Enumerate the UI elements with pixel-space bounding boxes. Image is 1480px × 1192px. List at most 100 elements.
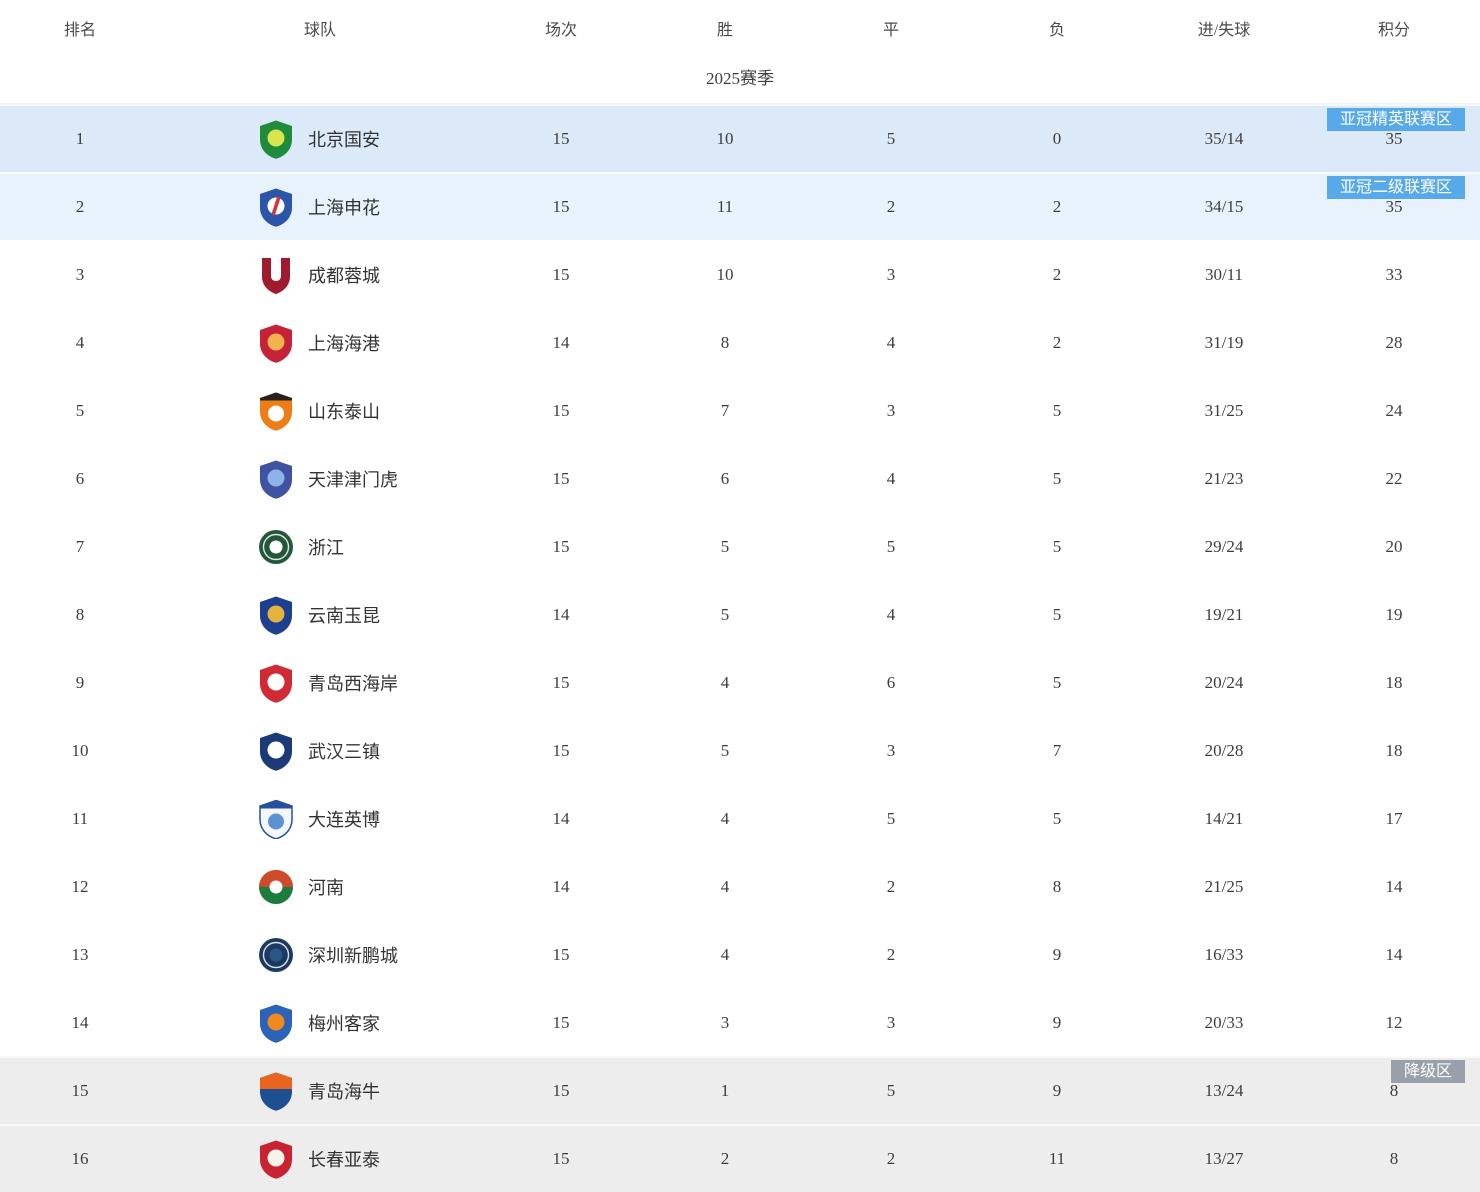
table-row: 9 青岛西海岸 15 4 6 5 20/24 18 xyxy=(0,648,1480,716)
team-name[interactable]: 河南 xyxy=(308,878,344,898)
goals-cell: 31/19 xyxy=(1204,333,1244,352)
points-cell: 8 xyxy=(1389,1081,1399,1100)
team-name[interactable]: 成都蓉城 xyxy=(308,266,380,286)
team-crest-qingdao-west-coast xyxy=(258,663,294,703)
draws-cell: 2 xyxy=(886,877,896,896)
team-cell: 上海海港 xyxy=(160,323,480,363)
wins-cell: 7 xyxy=(720,401,730,420)
goals-cell: 13/24 xyxy=(1204,1081,1244,1100)
table-row: 10 武汉三镇 15 5 3 7 20/28 18 xyxy=(0,716,1480,784)
team-name[interactable]: 上海申花 xyxy=(308,198,380,218)
matches-cell: 14 xyxy=(552,333,570,352)
goals-cell: 35/14 xyxy=(1204,129,1244,148)
goals-cell: 20/28 xyxy=(1204,741,1244,760)
losses-cell: 8 xyxy=(1052,877,1062,896)
wins-cell: 3 xyxy=(720,1013,730,1032)
matches-cell: 15 xyxy=(552,129,570,148)
table-row: 6 天津津门虎 15 6 4 5 21/23 22 xyxy=(0,444,1480,512)
team-crest-henan xyxy=(258,867,294,907)
team-name[interactable]: 山东泰山 xyxy=(308,402,380,422)
zone-badge: 亚冠精英联赛区 xyxy=(1326,108,1465,131)
matches-cell: 15 xyxy=(552,673,570,692)
team-crest-beijing-guoan xyxy=(258,119,294,159)
team-name[interactable]: 北京国安 xyxy=(308,130,380,150)
draws-cell: 5 xyxy=(886,1081,896,1100)
draws-cell: 3 xyxy=(886,265,896,284)
draws-cell: 2 xyxy=(886,945,896,964)
team-name[interactable]: 青岛海牛 xyxy=(308,1082,380,1102)
losses-cell: 9 xyxy=(1052,945,1062,964)
points-cell: 20 xyxy=(1385,537,1403,556)
team-name[interactable]: 浙江 xyxy=(308,538,344,558)
losses-cell: 2 xyxy=(1052,265,1062,284)
team-crest-dalian-yingbo xyxy=(258,799,294,839)
points-cell: 28 xyxy=(1385,333,1403,352)
matches-cell: 15 xyxy=(552,1149,570,1168)
matches-cell: 15 xyxy=(552,1013,570,1032)
table-row: 1 北京国安 15 10 5 0 35/14 35 亚冠精英联赛区 xyxy=(0,104,1480,172)
points-cell: 14 xyxy=(1385,877,1403,896)
table-row: 4 上海海港 14 8 4 2 31/19 28 xyxy=(0,308,1480,376)
wins-cell: 11 xyxy=(716,197,734,216)
column-header-goals: 进/失球 xyxy=(1197,21,1251,39)
draws-cell: 2 xyxy=(886,1149,896,1168)
team-name[interactable]: 梅州客家 xyxy=(308,1014,380,1034)
team-cell: 成都蓉城 xyxy=(160,255,480,295)
losses-cell: 5 xyxy=(1052,401,1062,420)
team-crest-chengdu-rongcheng xyxy=(258,255,294,295)
losses-cell: 5 xyxy=(1052,809,1062,828)
draws-cell: 2 xyxy=(886,197,896,216)
losses-cell: 7 xyxy=(1052,741,1062,760)
goals-cell: 31/25 xyxy=(1204,401,1244,420)
rank-cell: 11 xyxy=(71,809,89,828)
wins-cell: 4 xyxy=(720,673,730,692)
column-header-points: 积分 xyxy=(1377,21,1410,39)
losses-cell: 9 xyxy=(1052,1081,1062,1100)
team-name[interactable]: 天津津门虎 xyxy=(308,470,398,490)
rank-cell: 9 xyxy=(75,673,85,692)
table-row: 5 山东泰山 15 7 3 5 31/25 24 xyxy=(0,376,1480,444)
points-cell: 17 xyxy=(1385,809,1403,828)
draws-cell: 3 xyxy=(886,1013,896,1032)
matches-cell: 15 xyxy=(552,1081,570,1100)
team-name[interactable]: 武汉三镇 xyxy=(308,742,380,762)
team-cell: 北京国安 xyxy=(160,119,480,159)
losses-cell: 5 xyxy=(1052,537,1062,556)
table-header-row: 排名 球队 场次 胜 平 负 进/失球 积分 xyxy=(0,0,1480,55)
team-cell: 云南玉昆 xyxy=(160,595,480,635)
losses-cell: 0 xyxy=(1052,129,1062,148)
team-crest-changchun-yatai xyxy=(258,1139,294,1179)
goals-cell: 21/25 xyxy=(1204,877,1244,896)
table-row: 12 河南 14 4 2 8 21/25 14 xyxy=(0,852,1480,920)
zone-badge: 亚冠二级联赛区 xyxy=(1326,176,1465,199)
draws-cell: 3 xyxy=(886,401,896,420)
team-name[interactable]: 深圳新鹏城 xyxy=(308,946,398,966)
table-row: 7 浙江 15 5 5 5 29/24 20 xyxy=(0,512,1480,580)
goals-cell: 20/24 xyxy=(1204,673,1244,692)
rank-cell: 15 xyxy=(71,1081,89,1100)
team-name[interactable]: 长春亚泰 xyxy=(308,1150,380,1170)
team-name[interactable]: 上海海港 xyxy=(308,334,380,354)
team-crest-shanghai-port xyxy=(258,323,294,363)
goals-cell: 30/11 xyxy=(1204,265,1244,284)
team-crest-meizhou-hakka xyxy=(258,1003,294,1043)
goals-cell: 19/21 xyxy=(1204,605,1244,624)
zone-badge: 降级区 xyxy=(1390,1060,1465,1083)
rank-cell: 16 xyxy=(71,1149,89,1168)
losses-cell: 2 xyxy=(1052,197,1062,216)
team-crest-wuhan-three-towns xyxy=(258,731,294,771)
team-name[interactable]: 大连英博 xyxy=(308,810,380,830)
team-name[interactable]: 云南玉昆 xyxy=(308,606,380,626)
column-header-draws: 平 xyxy=(882,21,899,39)
matches-cell: 15 xyxy=(552,469,570,488)
team-cell: 上海申花 xyxy=(160,187,480,227)
table-row: 15 青岛海牛 15 1 5 9 13/24 8 降级区 xyxy=(0,1056,1480,1124)
table-row: 2 上海申花 15 11 2 2 34/15 35 亚冠二级联赛区 xyxy=(0,172,1480,240)
goals-cell: 21/23 xyxy=(1204,469,1244,488)
team-name[interactable]: 青岛西海岸 xyxy=(308,674,398,694)
wins-cell: 6 xyxy=(720,469,730,488)
team-cell: 青岛海牛 xyxy=(160,1071,480,1111)
goals-cell: 13/27 xyxy=(1204,1149,1244,1168)
column-header-matches: 场次 xyxy=(544,21,577,39)
